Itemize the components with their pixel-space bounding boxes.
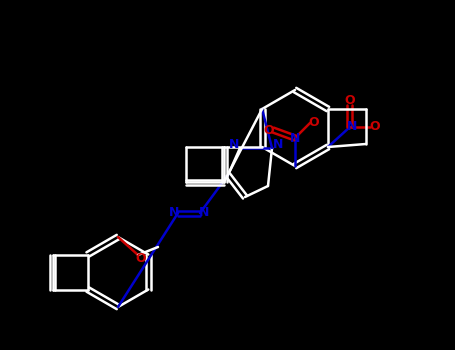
Text: N: N	[199, 206, 209, 219]
Text: O: O	[344, 93, 355, 106]
Text: O: O	[369, 120, 380, 133]
Text: N: N	[347, 120, 357, 133]
Text: O: O	[136, 252, 147, 266]
Text: N: N	[229, 138, 239, 150]
Text: N: N	[169, 206, 179, 219]
Text: N: N	[273, 138, 283, 150]
Text: N: N	[290, 132, 300, 145]
Text: O: O	[308, 117, 319, 130]
Text: O: O	[264, 124, 274, 136]
